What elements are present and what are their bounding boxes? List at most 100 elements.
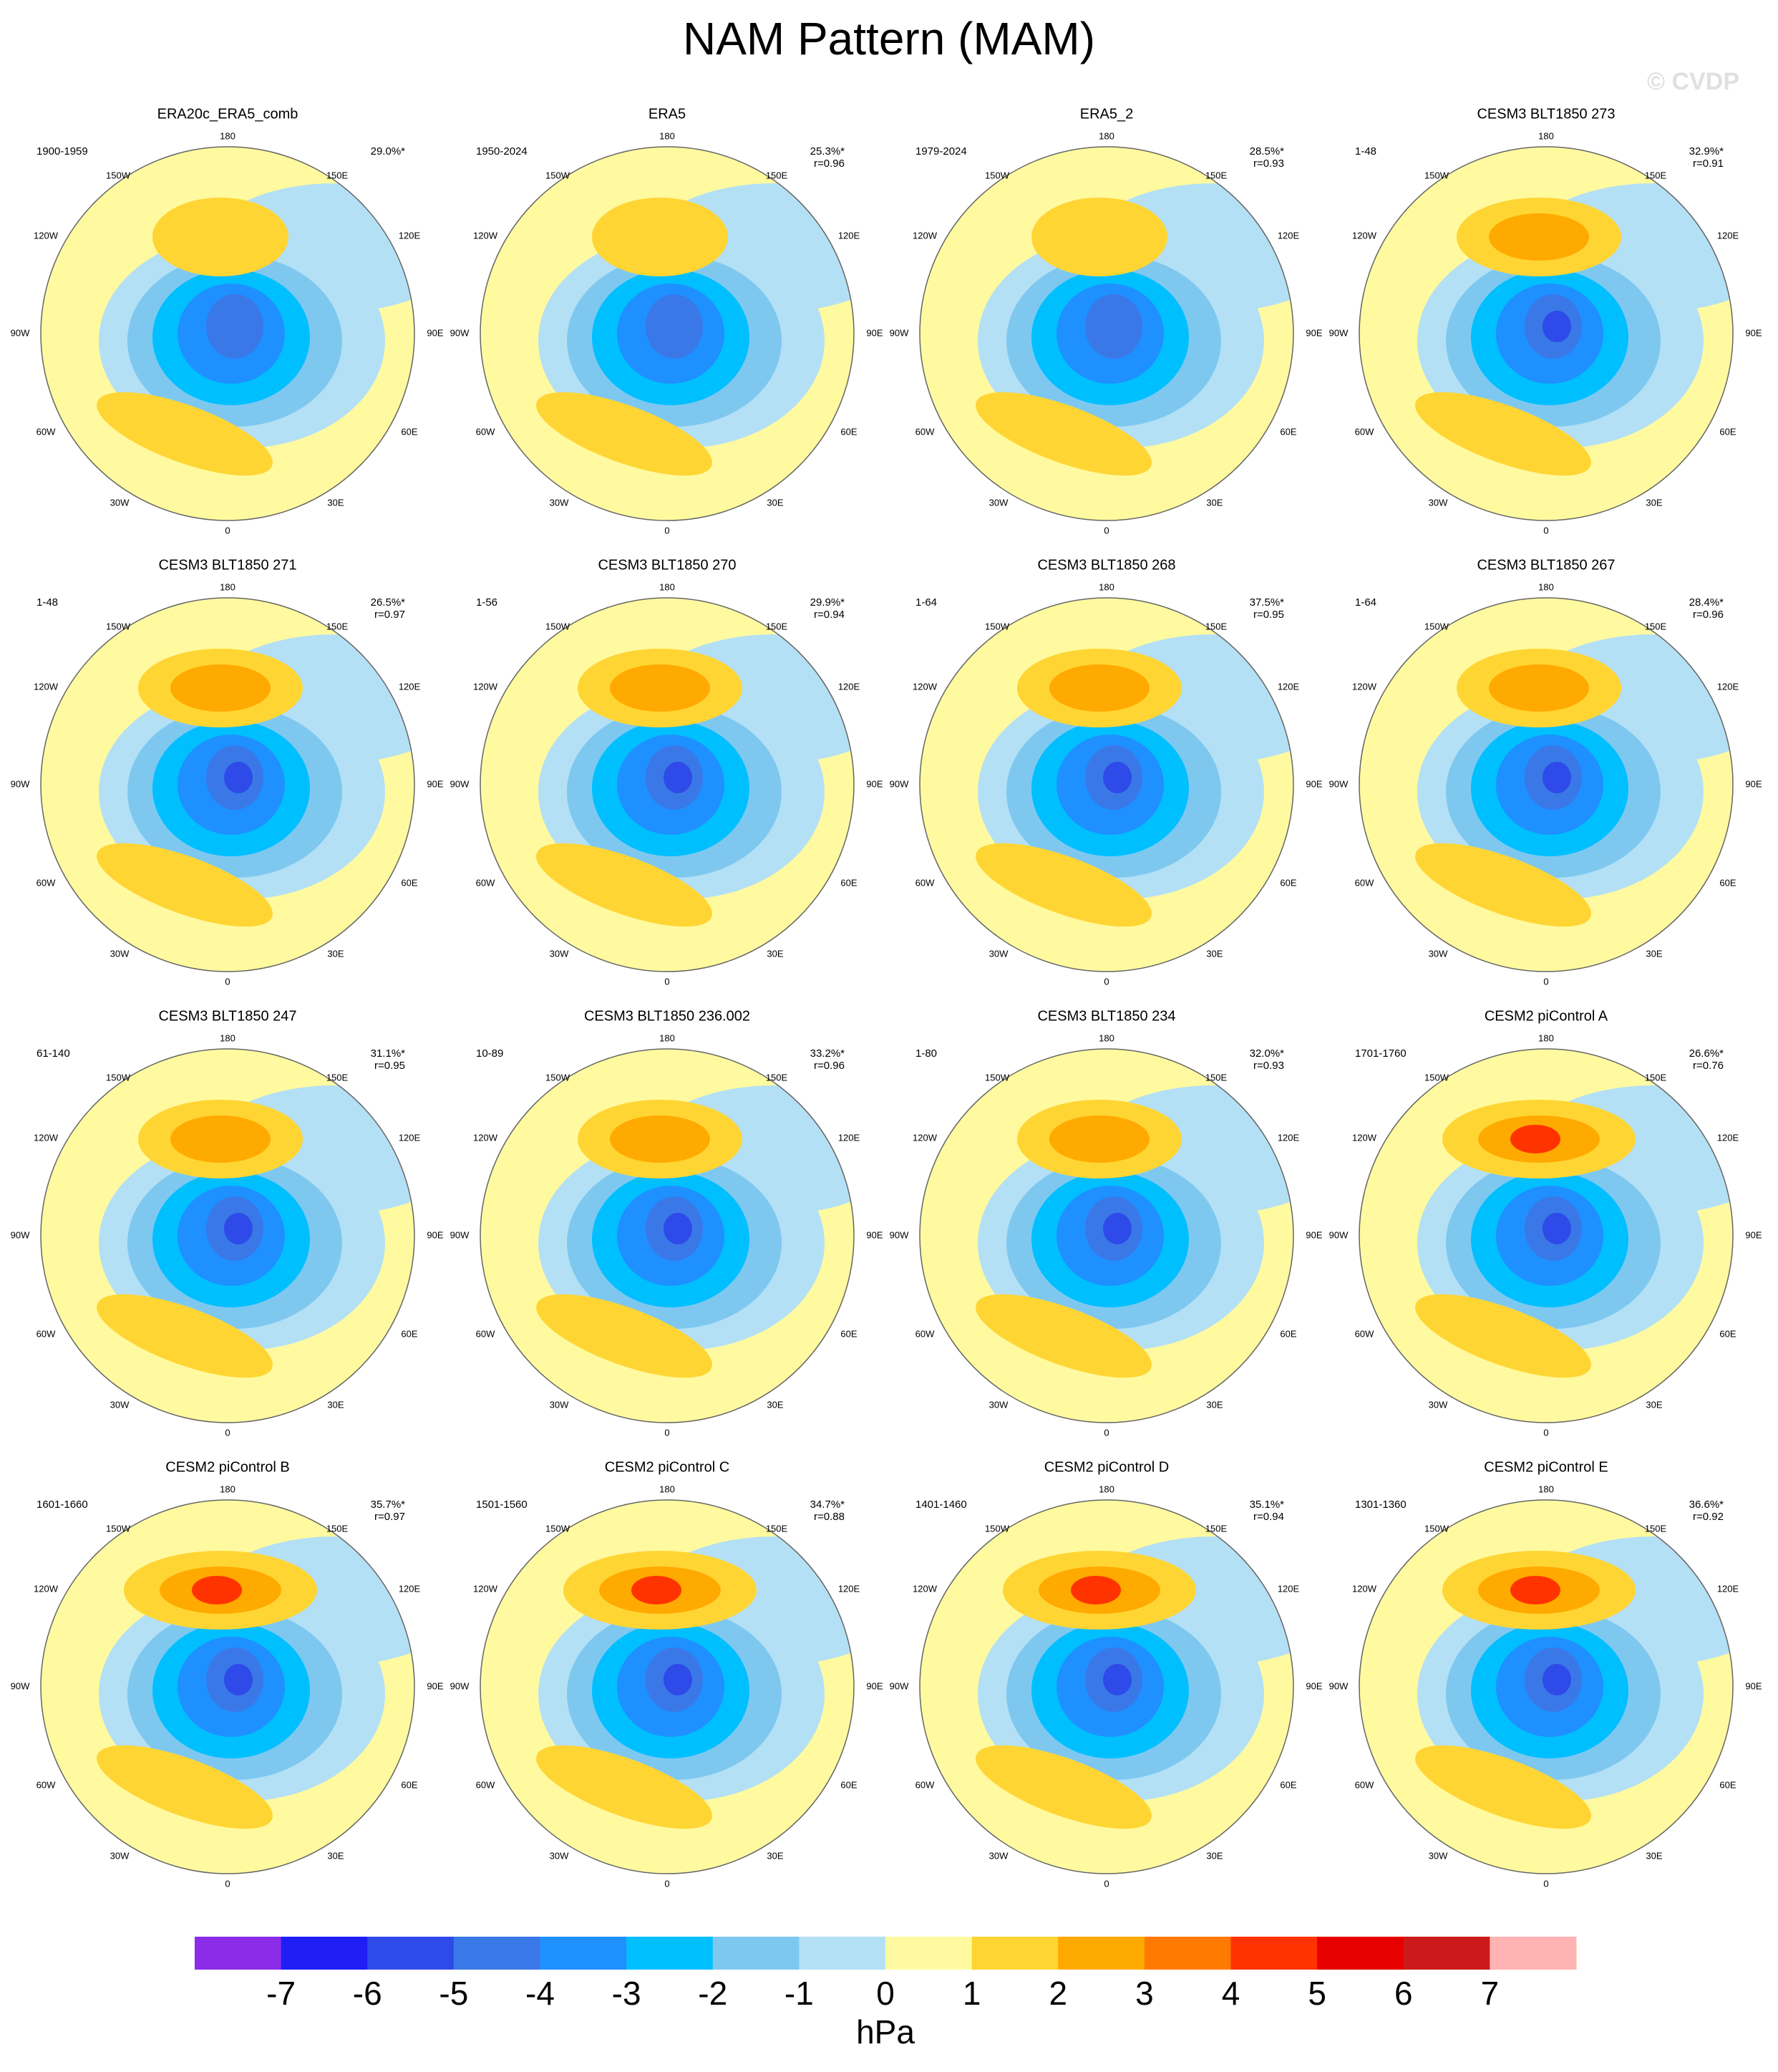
longitude-label: 150E xyxy=(766,170,788,180)
longitude-label: 150E xyxy=(766,621,788,631)
panel-title: CESM3 BLT1850 268 xyxy=(1037,557,1175,573)
colorbar-box xyxy=(1144,1937,1231,1970)
longitude-label: 90E xyxy=(1745,1680,1762,1691)
period-label: 1-64 xyxy=(915,596,937,609)
longitude-label: 90E xyxy=(866,778,883,789)
longitude-label: 120E xyxy=(399,681,421,692)
longitude-label: 150W xyxy=(545,621,570,631)
longitude-label: 120W xyxy=(473,230,498,241)
contour-region xyxy=(1071,1576,1121,1604)
longitude-label: 180 xyxy=(220,1483,235,1494)
variance-label: 26.5%* xyxy=(371,596,406,609)
panel: ERA5_2 1979-2024 28.5%*r=0.93 180 150E 120E 90… xyxy=(890,106,1323,536)
longitude-label: 0 xyxy=(664,1427,669,1438)
correlation-label: r=0.91 xyxy=(1693,158,1724,170)
longitude-label: 30E xyxy=(1646,497,1662,508)
correlation-label: r=0.97 xyxy=(374,609,405,621)
longitude-label: 60W xyxy=(476,426,495,437)
map-border xyxy=(1359,1048,1734,1423)
longitude-label: 0 xyxy=(1543,976,1548,987)
longitude-label: 120W xyxy=(913,230,938,241)
period-label: 1-64 xyxy=(1355,596,1376,609)
panel-title: CESM2 piControl E xyxy=(1484,1459,1608,1475)
panel-title: CESM3 BLT1850 267 xyxy=(1477,557,1615,573)
panel-title: CESM2 piControl B xyxy=(165,1459,289,1475)
longitude-label: 180 xyxy=(1538,1483,1554,1494)
contour-region xyxy=(1543,311,1571,342)
longitude-label: 60W xyxy=(915,1779,935,1790)
panel: CESM3 BLT1850 236.002 10-89 33.2%*r=0.96 18… xyxy=(450,1008,883,1438)
longitude-label: 120E xyxy=(838,1132,860,1143)
panel: CESM3 BLT1850 270 1-56 29.9%*r=0.94 180 150E… xyxy=(450,557,883,987)
longitude-label: 90E xyxy=(1306,778,1322,789)
longitude-label: 90E xyxy=(427,1680,443,1691)
figure-title: NAM Pattern (MAM) xyxy=(683,13,1095,64)
longitude-label: 30W xyxy=(1429,497,1448,508)
contour-region xyxy=(1489,664,1589,712)
contour-region xyxy=(646,294,703,359)
variance-label: 36.6%* xyxy=(1689,1499,1724,1511)
longitude-label: 150W xyxy=(1424,1072,1449,1083)
panel-title: CESM3 BLT1850 273 xyxy=(1477,106,1615,122)
correlation-label: r=0.93 xyxy=(1253,158,1284,170)
period-label: 1301-1360 xyxy=(1355,1499,1407,1511)
longitude-label: 30W xyxy=(550,497,569,508)
correlation-label: r=0.97 xyxy=(374,1511,405,1523)
longitude-label: 30W xyxy=(1429,1399,1448,1410)
period-label: 1900-1959 xyxy=(37,145,88,158)
longitude-label: 60E xyxy=(401,877,417,888)
contour-region xyxy=(1543,762,1571,793)
longitude-label: 120E xyxy=(1717,1583,1739,1594)
contour-region xyxy=(1415,843,1591,927)
map-border xyxy=(919,597,1294,972)
longitude-label: 120W xyxy=(34,681,59,692)
correlation-label: r=0.88 xyxy=(814,1511,845,1523)
period-label: 1-48 xyxy=(1355,145,1376,158)
longitude-label: 90W xyxy=(1329,1229,1349,1240)
longitude-label: 30E xyxy=(767,497,783,508)
longitude-label: 90E xyxy=(1306,1680,1322,1691)
longitude-label: 60E xyxy=(1280,1779,1296,1790)
period-label: 1950-2024 xyxy=(476,145,528,158)
longitude-label: 60W xyxy=(476,877,495,888)
longitude-label: 180 xyxy=(1538,1032,1554,1043)
longitude-label: 0 xyxy=(1543,1878,1548,1889)
colorbar-box xyxy=(712,1937,800,1970)
longitude-label: 60E xyxy=(401,1328,417,1339)
period-label: 1979-2024 xyxy=(915,145,967,158)
longitude-label: 180 xyxy=(1099,130,1114,141)
longitude-label: 120E xyxy=(399,1583,421,1594)
longitude-label: 0 xyxy=(225,1878,230,1889)
panel: CESM2 piControl A 1701-1760 26.6%*r=0.76 18… xyxy=(1329,1008,1762,1438)
longitude-label: 0 xyxy=(664,1878,669,1889)
longitude-label: 0 xyxy=(1104,525,1109,536)
correlation-label: r=0.96 xyxy=(814,1060,845,1072)
longitude-label: 150W xyxy=(106,170,131,180)
panel: CESM3 BLT1850 268 1-64 37.5%*r=0.95 180 150E… xyxy=(890,557,1323,987)
contour-region xyxy=(224,762,253,793)
map-field xyxy=(41,1500,414,1874)
longitude-label: 0 xyxy=(1543,525,1548,536)
contour-region xyxy=(1543,1213,1571,1244)
longitude-label: 120W xyxy=(34,1583,59,1594)
longitude-label: 120E xyxy=(1717,681,1739,692)
longitude-label: 60E xyxy=(840,877,857,888)
longitude-label: 90W xyxy=(1329,1680,1349,1691)
colorbar-box xyxy=(1058,1937,1145,1970)
colorbar-box xyxy=(195,1937,282,1970)
longitude-label: 60W xyxy=(915,877,935,888)
contour-region xyxy=(192,1576,242,1604)
longitude-label: 150W xyxy=(106,1523,131,1534)
longitude-label: 60W xyxy=(1355,1779,1374,1790)
longitude-label: 180 xyxy=(659,130,675,141)
longitude-label: 90W xyxy=(11,1229,30,1240)
colorbar-tick-label: -4 xyxy=(525,1975,555,2012)
longitude-label: 120W xyxy=(1352,1583,1377,1594)
map-border xyxy=(919,1048,1294,1423)
longitude-label: 120W xyxy=(913,1132,938,1143)
panel: CESM3 BLT1850 247 61-140 31.1%*r=0.95 180 15… xyxy=(11,1008,444,1438)
contour-region xyxy=(1415,1294,1591,1378)
colorbar-tick-label: 1 xyxy=(963,1975,981,2012)
longitude-label: 150W xyxy=(545,170,570,180)
panel: CESM3 BLT1850 273 1-48 32.9%*r=0.91 180 150E… xyxy=(1329,106,1762,536)
